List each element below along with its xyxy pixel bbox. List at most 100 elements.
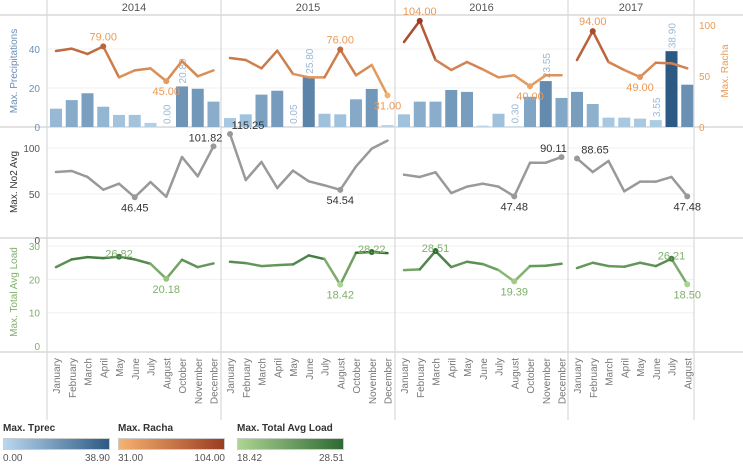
month-label: June: [652, 358, 663, 380]
legend-title: Max. Racha: [118, 423, 174, 434]
legend-title: Max. Total Avg Load: [237, 423, 333, 434]
load-line-segment: [638, 261, 657, 268]
precip-tick: 20: [29, 84, 41, 95]
load-tick: 0: [34, 342, 40, 353]
precip-bar: [681, 84, 694, 127]
year-header: 2017: [619, 2, 643, 14]
no2-tick: 50: [29, 190, 41, 201]
load-point: [116, 253, 122, 260]
no2-line-segment: [465, 182, 484, 188]
precip-bar: [492, 113, 505, 127]
legend-title: Max. Tprec: [3, 423, 56, 434]
racha-line-segment: [276, 49, 295, 76]
no2-tick: 0: [34, 236, 40, 247]
load-line-segment: [70, 255, 89, 261]
no2-line-segment: [513, 161, 532, 198]
load-line-segment: [165, 258, 184, 281]
precip-bar: [539, 81, 552, 127]
no2-line-segment: [402, 173, 421, 179]
load-line-segment: [402, 268, 421, 272]
load-tick: 10: [29, 309, 41, 320]
no2-line-segment: [54, 169, 73, 174]
no2-line-segment: [654, 175, 673, 183]
racha-line-segment: [117, 69, 136, 79]
load-point: [684, 281, 691, 288]
racha-line-segment: [70, 47, 89, 56]
load-data-label: 18.50: [673, 289, 701, 301]
load-data-label: 28.22: [358, 244, 386, 256]
racha-point: [384, 92, 391, 99]
precip-bar: [224, 118, 236, 127]
month-label: June: [305, 358, 316, 380]
racha-line-segment: [575, 29, 594, 62]
no2-data-label: 88.65: [581, 144, 609, 156]
precip-bar: [271, 90, 284, 127]
racha-line-segment: [402, 19, 421, 44]
no2-data-label: 54.54: [326, 195, 354, 207]
racha-tick: 100: [699, 21, 716, 32]
month-label: April: [447, 358, 458, 378]
precip-bar: [239, 114, 252, 127]
month-label: May: [463, 358, 474, 377]
racha-point: [637, 74, 643, 81]
year-header: 2014: [122, 2, 146, 14]
month-label: April: [99, 358, 110, 378]
racha-line-segment: [133, 67, 152, 72]
no2-point: [227, 130, 233, 137]
month-label: July: [495, 358, 506, 376]
precip-data-label: 0.00: [162, 104, 173, 124]
legend-min: 18.42: [237, 453, 263, 464]
month-label: April: [273, 358, 284, 378]
precip-bar: [113, 114, 125, 127]
no2-line-segment: [591, 159, 610, 174]
legend-racha: Max. Racha 31.00 104.00: [118, 423, 225, 464]
load-point: [337, 281, 344, 288]
load-line-segment: [513, 264, 532, 283]
no2-data-label: 46.45: [121, 202, 149, 214]
racha-point: [416, 17, 423, 24]
racha-line-segment: [670, 62, 689, 70]
racha-line-segment: [638, 61, 657, 79]
month-label: February: [589, 358, 600, 398]
month-label: August: [336, 358, 347, 389]
load-data-label: 18.42: [326, 290, 354, 302]
load-line-segment: [180, 258, 199, 269]
month-label: October: [352, 357, 363, 393]
racha-line-segment: [260, 49, 279, 70]
load-line-segment: [497, 268, 516, 283]
no2-line-segment: [70, 169, 89, 179]
racha-line-segment: [450, 60, 469, 72]
month-label: June: [131, 358, 142, 380]
precip-bar: [176, 86, 188, 127]
precip-bar: [287, 126, 299, 128]
racha-line-segment: [339, 48, 358, 77]
load-data-label: 20.18: [152, 284, 180, 296]
load-data-label: 19.39: [500, 286, 528, 298]
precip-bar: [665, 51, 678, 127]
racha-line-segment: [180, 59, 199, 78]
no2-point: [558, 154, 565, 161]
no2-point: [684, 193, 691, 200]
legend-gradient: [118, 438, 225, 450]
precip-bar: [50, 108, 62, 127]
load-line-segment: [86, 255, 105, 260]
no2-line-segment: [497, 185, 516, 198]
month-label: November: [368, 357, 379, 404]
no2-line-segment: [291, 169, 310, 183]
legend-gradient: [237, 438, 344, 450]
racha-data-label: 40.00: [516, 91, 544, 103]
load-line-segment: [54, 258, 73, 269]
no2-line-segment: [418, 171, 437, 179]
legend-tprec: Max. Tprec 0.00 38.90: [3, 423, 110, 464]
month-label: January: [400, 358, 411, 394]
precip-bar: [381, 125, 394, 127]
load-line-segment: [670, 257, 689, 286]
racha-line-segment: [528, 74, 547, 88]
load-line-segment: [149, 262, 168, 281]
racha-line-segment: [513, 74, 532, 88]
precip-bar: [524, 96, 536, 127]
precip-bar: [365, 88, 378, 127]
racha-line-segment: [228, 56, 247, 62]
legend-min: 0.00: [3, 453, 23, 464]
month-label: June: [479, 358, 490, 380]
